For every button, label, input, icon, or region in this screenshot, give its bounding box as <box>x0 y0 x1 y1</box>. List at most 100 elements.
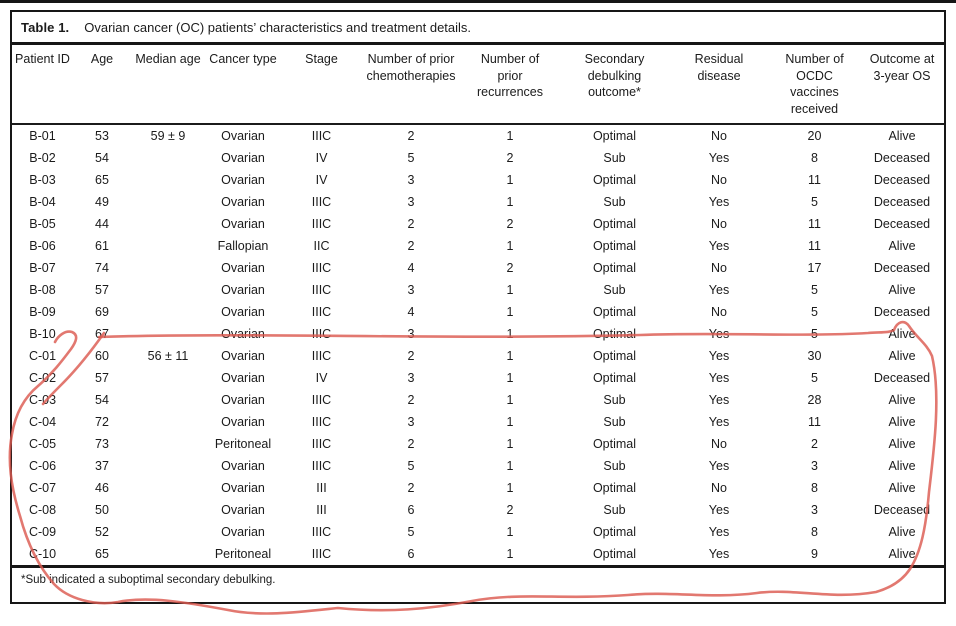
cell: Ovarian <box>221 525 265 539</box>
cell: 8 <box>811 151 818 165</box>
cell: 3 <box>407 195 415 209</box>
cell <box>131 521 205 543</box>
table-header: Patient ID Age Median age Cancer type Stage N… <box>12 45 944 125</box>
cell: 69 <box>95 305 109 319</box>
table-row: C-09 52 Ovarian IIIC 5 1 Optimal Yes 8 Alive <box>12 521 944 543</box>
cell <box>131 235 205 257</box>
cell: 5 <box>407 151 415 165</box>
cell: 65 <box>95 547 109 561</box>
cell: 1 <box>506 371 514 385</box>
cell: 1 <box>506 305 514 319</box>
table-row: C-08 50 Ovarian III 6 2 Sub Yes 3 Deceased <box>12 499 944 521</box>
cell: Yes <box>708 195 730 209</box>
cell: 2 <box>407 481 415 495</box>
cell: 1 <box>506 415 514 429</box>
cell: B-07 <box>29 261 56 275</box>
cell: No <box>711 129 727 143</box>
cell: 5 <box>811 305 818 319</box>
cell: Sub <box>603 503 626 517</box>
cell: 1 <box>506 239 514 253</box>
cell: C-04 <box>28 415 57 429</box>
cell: 1 <box>506 195 514 209</box>
cell: 67 <box>95 327 109 341</box>
cell: 50 <box>95 503 109 517</box>
cell: IIIC <box>311 327 332 341</box>
cell: Ovarian <box>221 371 265 385</box>
cell: 1 <box>506 459 514 473</box>
cell: 1 <box>506 349 514 363</box>
table-row: C-03 54 Ovarian IIIC 2 1 Sub Yes 28 Alive <box>12 389 944 411</box>
cell: 2 <box>506 151 514 165</box>
cell: Optimal <box>592 305 637 319</box>
cell: IIIC <box>311 547 332 561</box>
cell: 60 <box>95 349 109 363</box>
table-frame: Table 1. Ovarian cancer (OC) patients’ c… <box>10 10 946 604</box>
cell: Ovarian <box>221 305 265 319</box>
table-row: C-04 72 Ovarian IIIC 3 1 Sub Yes 11 Alive <box>12 411 944 433</box>
cell: No <box>711 481 727 495</box>
cell: 57 <box>95 371 109 385</box>
cell: Ovarian <box>221 173 265 187</box>
cell: C-03 <box>28 393 57 407</box>
cell: 49 <box>95 195 109 209</box>
table-row: C-10 65 Peritoneal IIIC 6 1 Optimal Yes 9 Alive <box>12 543 944 565</box>
cell: Sub <box>603 393 626 407</box>
cell: IIIC <box>311 283 332 297</box>
cell: C-08 <box>28 503 57 517</box>
cell: Deceased <box>873 261 931 275</box>
cell: Optimal <box>592 261 637 275</box>
cell: Alive <box>888 327 916 341</box>
cell: Deceased <box>873 503 931 517</box>
cell: 54 <box>95 393 109 407</box>
table-body: B-01 53 59 ± 9 Ovarian IIIC 2 1 Optimal No 20 Aliv… <box>12 124 944 565</box>
column-header: Outcome at 3-year OS <box>860 45 944 125</box>
cell: 4 <box>407 305 415 319</box>
cell: 6 <box>407 547 415 561</box>
cell: 4 <box>407 261 415 275</box>
cell: IIIC <box>311 195 332 209</box>
cell: 1 <box>506 283 514 297</box>
cell: 3 <box>407 371 415 385</box>
cell: Peritoneal <box>214 547 272 561</box>
cell: Ovarian <box>221 503 265 517</box>
cell: 2 <box>811 437 818 451</box>
cell: III <box>316 503 327 517</box>
cell: Ovarian <box>221 327 265 341</box>
cell: 2 <box>407 349 415 363</box>
cell: B-01 <box>29 129 56 143</box>
cell: IIIC <box>311 525 332 539</box>
cell: Yes <box>708 393 730 407</box>
cell: Alive <box>888 547 916 561</box>
cell: 11 <box>808 217 821 231</box>
cell: 2 <box>407 437 415 451</box>
page-top-rule <box>0 0 956 3</box>
cell: Sub <box>603 151 626 165</box>
cell: IIIC <box>311 349 332 363</box>
cell: 5 <box>811 327 818 341</box>
cell: IIIC <box>311 261 332 275</box>
cell <box>131 213 205 235</box>
cell: 59 ± 9 <box>150 129 186 143</box>
cell: IV <box>315 151 328 165</box>
cell: 1 <box>506 481 514 495</box>
cell: Alive <box>888 459 916 473</box>
cell: Ovarian <box>221 481 265 495</box>
cell: Ovarian <box>221 195 265 209</box>
table-row: B-03 65 Ovarian IV 3 1 Optimal No 11 Deceased <box>12 169 944 191</box>
cell: 2 <box>407 217 415 231</box>
cell: 11 <box>808 415 821 429</box>
table-row: B-10 67 Ovarian IIIC 3 1 Optimal Yes 5 Alive <box>12 323 944 345</box>
cell: IIIC <box>311 437 332 451</box>
cell: 44 <box>95 217 109 231</box>
cell: IIIC <box>311 459 332 473</box>
cell: B-06 <box>29 239 56 253</box>
cell: 2 <box>506 261 514 275</box>
cell: 56 ± 11 <box>147 349 189 363</box>
cell: 5 <box>407 459 415 473</box>
cell <box>131 411 205 433</box>
cell <box>131 433 205 455</box>
cell <box>131 257 205 279</box>
cell: Optimal <box>592 239 637 253</box>
cell: 5 <box>811 195 818 209</box>
cell: Ovarian <box>221 151 265 165</box>
